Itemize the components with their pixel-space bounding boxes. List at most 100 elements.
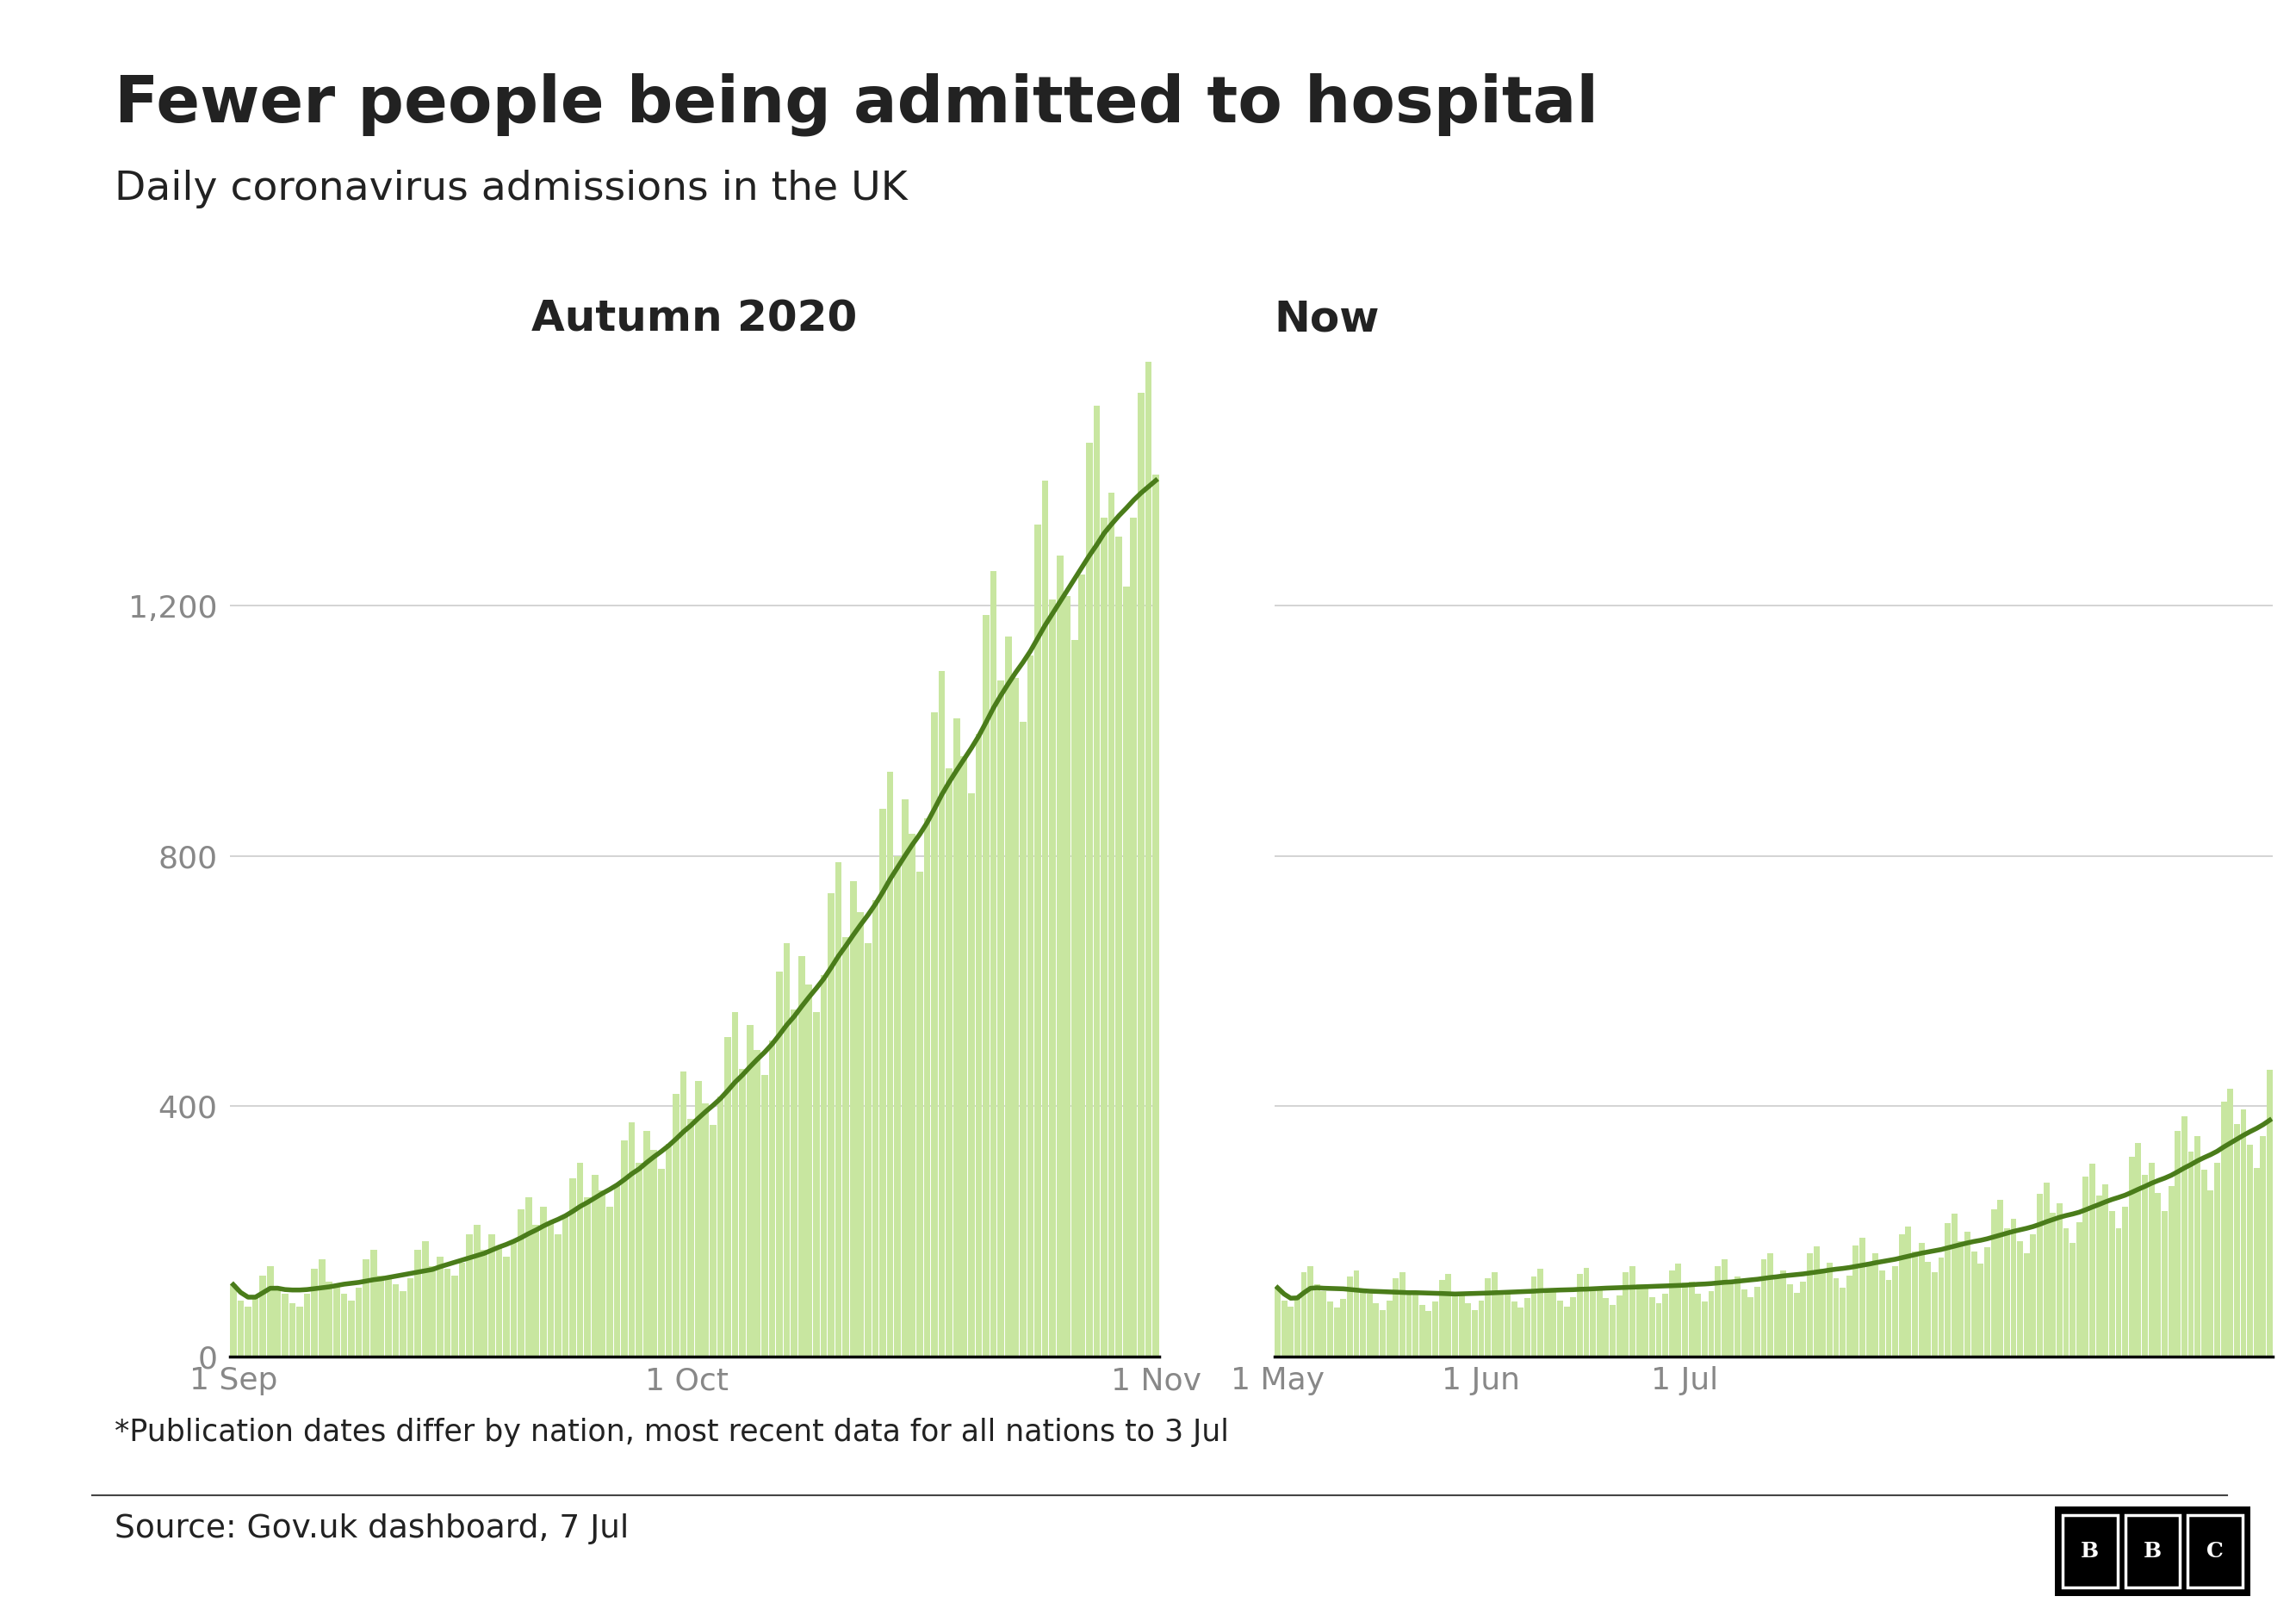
Text: *Publication dates differ by nation, most recent data for all nations to 3 Jul: *Publication dates differ by nation, mos… (115, 1418, 1228, 1447)
Bar (1683, 1282, 1688, 1357)
Bar (1153, 475, 1159, 1357)
Bar (939, 672, 946, 1357)
Bar (829, 893, 833, 1357)
Text: C: C (2206, 1541, 2223, 1562)
Bar (872, 900, 879, 1357)
Bar (2213, 1163, 2220, 1357)
Bar (556, 1234, 560, 1357)
Bar (1387, 1300, 1391, 1357)
Bar (622, 1140, 627, 1357)
Bar (349, 1300, 354, 1357)
Bar (629, 1122, 636, 1357)
Bar (1380, 1310, 1387, 1357)
Bar (1623, 1273, 1628, 1357)
Bar (1451, 1292, 1458, 1357)
Bar (400, 1290, 406, 1357)
Bar (1591, 1287, 1596, 1357)
Bar (2126, 1515, 2179, 1588)
Bar (659, 1169, 664, 1357)
Bar (1019, 722, 1026, 1357)
Bar (1557, 1300, 1564, 1357)
Bar (480, 1250, 487, 1357)
Bar (546, 1223, 553, 1357)
Bar (1945, 1223, 1952, 1357)
Bar (886, 772, 893, 1357)
Bar (2149, 1163, 2154, 1357)
Bar (422, 1240, 429, 1357)
Bar (2004, 1229, 2009, 1357)
Bar (1649, 1297, 1655, 1357)
Bar (503, 1256, 510, 1357)
Bar (902, 799, 909, 1357)
Bar (753, 1050, 760, 1357)
Bar (406, 1279, 413, 1357)
Bar (1531, 1276, 1536, 1357)
Bar (739, 1069, 746, 1357)
Bar (2030, 1234, 2037, 1357)
Bar (843, 937, 850, 1357)
Bar (2195, 1137, 2200, 1357)
Bar (1511, 1302, 1518, 1357)
Bar (2018, 1240, 2023, 1357)
Bar (1630, 1266, 1635, 1357)
Bar (790, 1009, 797, 1357)
Bar (333, 1284, 340, 1357)
Bar (1747, 1297, 1754, 1357)
Bar (416, 1250, 420, 1357)
Bar (1146, 362, 1153, 1357)
Bar (726, 1037, 730, 1357)
Bar (1970, 1252, 1977, 1357)
Bar (452, 1276, 457, 1357)
Bar (1952, 1214, 1956, 1357)
Bar (813, 1013, 820, 1357)
Bar (363, 1260, 370, 1357)
Bar (1359, 1289, 1366, 1357)
Bar (1394, 1279, 1398, 1357)
Bar (969, 793, 974, 1357)
Bar (1063, 596, 1070, 1357)
Bar (687, 1119, 693, 1357)
Bar (1577, 1274, 1582, 1357)
Bar (1049, 599, 1056, 1357)
Bar (1860, 1237, 1864, 1357)
Bar (953, 719, 960, 1357)
Bar (1722, 1260, 1727, 1357)
Bar (866, 943, 870, 1357)
Bar (1958, 1240, 1963, 1357)
Bar (1616, 1295, 1623, 1357)
Bar (2135, 1142, 2142, 1357)
Bar (576, 1163, 583, 1357)
Bar (1708, 1290, 1715, 1357)
Bar (1348, 1276, 1352, 1357)
Bar (386, 1276, 393, 1357)
Bar (1642, 1284, 1649, 1357)
Bar (960, 756, 967, 1357)
Bar (1139, 392, 1143, 1357)
Bar (599, 1190, 606, 1357)
Bar (2259, 1137, 2266, 1357)
Bar (2043, 1182, 2050, 1357)
Bar (473, 1226, 480, 1357)
Bar (1676, 1265, 1681, 1357)
Bar (377, 1276, 383, 1357)
Bar (1821, 1269, 1825, 1357)
Bar (932, 712, 937, 1357)
Bar (1775, 1276, 1779, 1357)
Bar (510, 1240, 517, 1357)
Bar (1793, 1292, 1800, 1357)
Bar (2062, 1515, 2117, 1588)
Bar (2089, 1164, 2096, 1357)
Bar (2202, 1171, 2206, 1357)
Bar (2234, 1124, 2241, 1357)
Bar (1786, 1284, 1793, 1357)
Bar (592, 1176, 599, 1357)
Bar (613, 1184, 620, 1357)
Text: Now: Now (1274, 299, 1380, 341)
Bar (1846, 1276, 1853, 1357)
Bar (2122, 1206, 2128, 1357)
Bar (703, 1103, 709, 1357)
Bar (429, 1266, 436, 1357)
Bar (1313, 1284, 1320, 1357)
Bar (2082, 1176, 2089, 1357)
Bar (1782, 1271, 1786, 1357)
